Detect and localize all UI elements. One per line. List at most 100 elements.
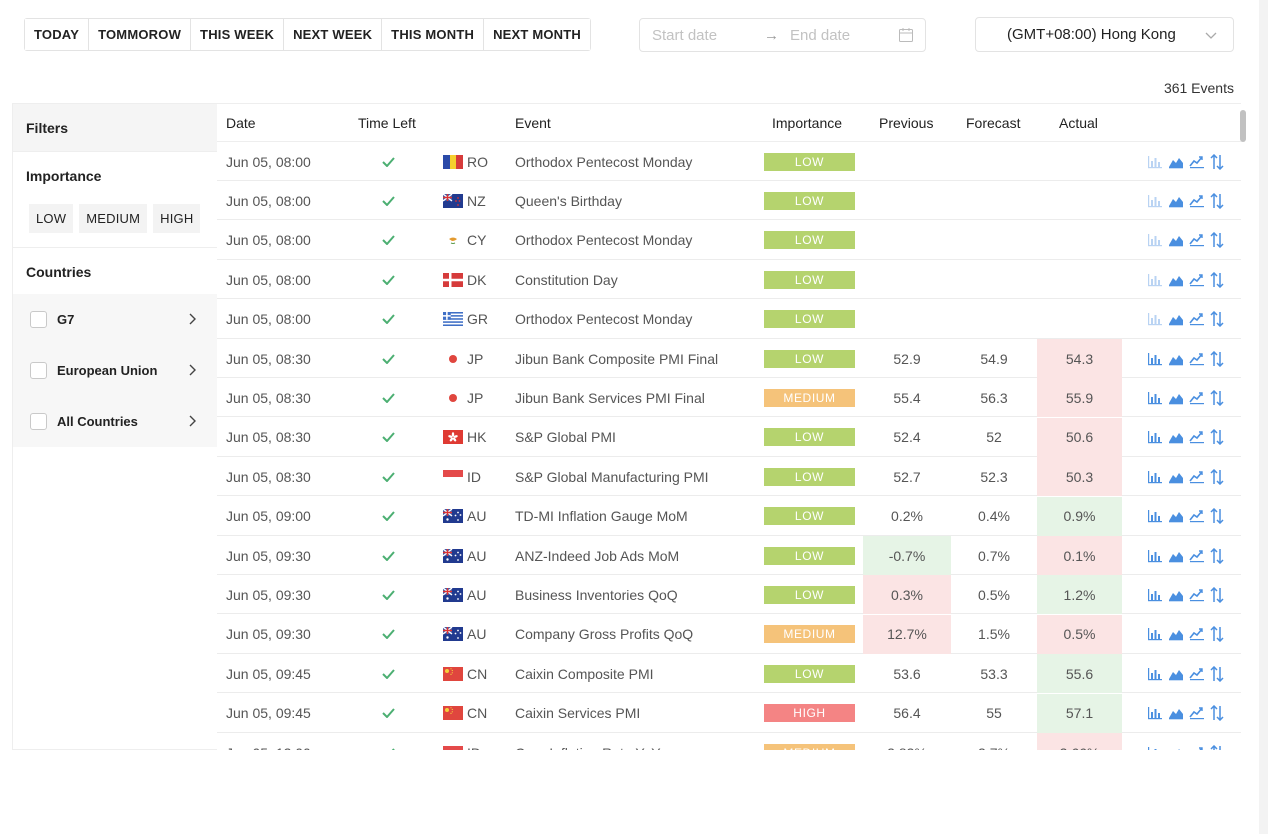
range-today-button[interactable]: TODAY <box>25 19 90 50</box>
range-next-month-button[interactable]: NEXT MONTH <box>484 19 591 50</box>
bar-chart-icon[interactable] <box>1147 273 1163 287</box>
line-chart-icon[interactable] <box>1189 352 1205 366</box>
sort-arrows-icon[interactable] <box>1210 468 1224 485</box>
event-name[interactable]: S&P Global PMI <box>515 429 616 446</box>
sort-arrows-icon[interactable] <box>1210 311 1224 328</box>
bar-chart-icon[interactable] <box>1147 667 1163 681</box>
area-chart-icon[interactable] <box>1168 667 1184 681</box>
area-chart-icon[interactable] <box>1168 588 1184 602</box>
bar-chart-icon[interactable] <box>1147 627 1163 641</box>
line-chart-icon[interactable] <box>1189 233 1205 247</box>
table-row[interactable]: Jun 05, 08:30 JP Jibun Bank Services PMI F… <box>217 378 1241 418</box>
area-chart-icon[interactable] <box>1168 470 1184 484</box>
area-chart-icon[interactable] <box>1168 549 1184 563</box>
col-time-left[interactable]: Time Left <box>358 115 416 131</box>
line-chart-icon[interactable] <box>1189 627 1205 641</box>
table-row[interactable]: Jun 05, 12:00 ID Core Inflation Rate YoY ME… <box>217 733 1241 750</box>
col-event[interactable]: Event <box>515 115 551 131</box>
bar-chart-icon[interactable] <box>1147 312 1163 326</box>
line-chart-icon[interactable] <box>1189 194 1205 208</box>
timezone-select[interactable]: (GMT+08:00) Hong Kong <box>975 17 1234 52</box>
importance-medium-button[interactable]: MEDIUM <box>79 204 148 233</box>
calendar-icon[interactable] <box>899 28 913 42</box>
event-name[interactable]: S&P Global Manufacturing PMI <box>515 468 709 485</box>
line-chart-icon[interactable] <box>1189 509 1205 523</box>
area-chart-icon[interactable] <box>1168 155 1184 169</box>
col-previous[interactable]: Previous <box>879 115 934 131</box>
bar-chart-icon[interactable] <box>1147 549 1163 563</box>
table-row[interactable]: Jun 05, 08:30 HK S&P Global PMI LOW 52.4 52 50… <box>217 417 1241 457</box>
line-chart-icon[interactable] <box>1189 470 1205 484</box>
event-name[interactable]: Jibun Bank Services PMI Final <box>515 389 705 406</box>
sort-arrows-icon[interactable] <box>1210 665 1224 682</box>
event-name[interactable]: Queen's Birthday <box>515 192 622 209</box>
area-chart-icon[interactable] <box>1168 430 1184 444</box>
col-actual[interactable]: Actual <box>1059 115 1098 131</box>
end-date-input[interactable]: End date <box>790 26 851 44</box>
sort-arrows-icon[interactable] <box>1210 232 1224 249</box>
line-chart-icon[interactable] <box>1189 746 1205 750</box>
importance-low-button[interactable]: LOW <box>29 204 74 233</box>
bar-chart-icon[interactable] <box>1147 430 1163 444</box>
table-row[interactable]: Jun 05, 09:45 CN Caixin Composite PMI LOW 53… <box>217 654 1241 694</box>
bar-chart-icon[interactable] <box>1147 352 1163 366</box>
all-countries-checkbox[interactable] <box>30 413 47 430</box>
table-row[interactable]: Jun 05, 08:30 JP Jibun Bank Composite PMI … <box>217 339 1241 378</box>
table-scrollbar-thumb[interactable] <box>1240 110 1246 142</box>
bar-chart-icon[interactable] <box>1147 470 1163 484</box>
col-forecast[interactable]: Forecast <box>966 115 1021 131</box>
event-name[interactable]: Company Gross Profits QoQ <box>515 626 694 643</box>
table-row[interactable]: Jun 05, 09:30 AU ANZ-Indeed Job Ads MoM LOW… <box>217 536 1241 575</box>
range-next-week-button[interactable]: NEXT WEEK <box>284 19 383 50</box>
table-scrollbar[interactable] <box>1239 103 1247 750</box>
line-chart-icon[interactable] <box>1189 588 1205 602</box>
table-row[interactable]: Jun 05, 09:30 AU Company Gross Profits QoQ… <box>217 614 1241 654</box>
bar-chart-icon[interactable] <box>1147 233 1163 247</box>
sort-arrows-icon[interactable] <box>1210 350 1224 367</box>
table-row[interactable]: Jun 05, 08:00 RO Orthodox Pentecost Monday… <box>217 142 1241 181</box>
area-chart-icon[interactable] <box>1168 509 1184 523</box>
sort-arrows-icon[interactable] <box>1210 389 1224 406</box>
table-row[interactable]: Jun 05, 08:00 CY Orthodox Pentecost Monday… <box>217 221 1241 260</box>
range-this-month-button[interactable]: THIS MONTH <box>382 19 485 50</box>
page-scrollbar[interactable] <box>1259 0 1268 834</box>
importance-high-button[interactable]: HIGH <box>153 204 201 233</box>
event-name[interactable]: Orthodox Pentecost Monday <box>515 153 693 170</box>
date-range-picker[interactable]: Start date → End date <box>639 18 926 52</box>
start-date-input[interactable]: Start date <box>652 26 718 44</box>
range-tomorrow-button[interactable]: TOMMOROW <box>89 19 192 50</box>
sort-arrows-icon[interactable] <box>1210 429 1224 446</box>
area-chart-icon[interactable] <box>1168 627 1184 641</box>
event-name[interactable]: Caixin Composite PMI <box>515 665 654 682</box>
line-chart-icon[interactable] <box>1189 667 1205 681</box>
eu-checkbox[interactable] <box>30 362 47 379</box>
event-name[interactable]: Orthodox Pentecost Monday <box>515 232 693 249</box>
col-importance[interactable]: Importance <box>772 115 843 131</box>
country-group-eu[interactable]: European Union <box>13 345 217 396</box>
event-name[interactable]: Caixin Services PMI <box>515 705 641 722</box>
chevron-right-icon[interactable] <box>189 364 197 379</box>
g7-checkbox[interactable] <box>30 311 47 328</box>
event-name[interactable]: ANZ-Indeed Job Ads MoM <box>515 547 680 564</box>
chevron-right-icon[interactable] <box>189 415 197 430</box>
bar-chart-icon[interactable] <box>1147 194 1163 208</box>
area-chart-icon[interactable] <box>1168 233 1184 247</box>
col-date[interactable]: Date <box>226 115 256 131</box>
line-chart-icon[interactable] <box>1189 549 1205 563</box>
bar-chart-icon[interactable] <box>1147 588 1163 602</box>
bar-chart-icon[interactable] <box>1147 155 1163 169</box>
line-chart-icon[interactable] <box>1189 155 1205 169</box>
sort-arrows-icon[interactable] <box>1210 586 1224 603</box>
area-chart-icon[interactable] <box>1168 273 1184 287</box>
range-this-week-button[interactable]: THIS WEEK <box>191 19 285 50</box>
event-name[interactable]: Constitution Day <box>515 271 618 288</box>
sort-arrows-icon[interactable] <box>1210 508 1224 525</box>
country-group-g7[interactable]: G7 <box>13 294 217 345</box>
chevron-right-icon[interactable] <box>189 313 197 328</box>
area-chart-icon[interactable] <box>1168 312 1184 326</box>
table-row[interactable]: Jun 05, 08:30 ID S&P Global Manufacturing … <box>217 457 1241 497</box>
area-chart-icon[interactable] <box>1168 194 1184 208</box>
sort-arrows-icon[interactable] <box>1210 153 1224 170</box>
event-name[interactable]: Core Inflation Rate YoY <box>515 733 661 751</box>
area-chart-icon[interactable] <box>1168 352 1184 366</box>
